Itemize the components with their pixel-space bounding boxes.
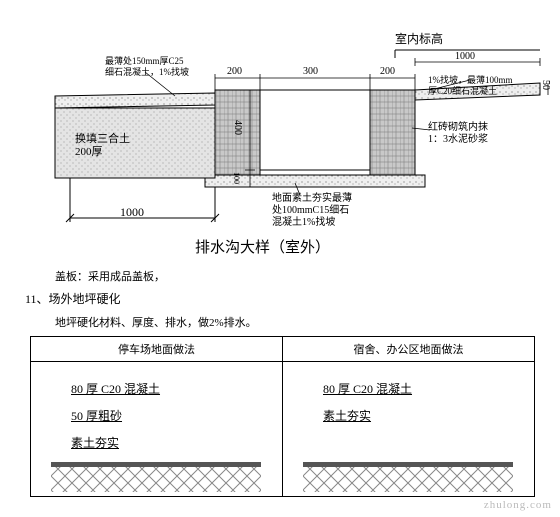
note-tl: 最薄处150mm厚C25 细石混凝土，1%找坡 bbox=[105, 56, 189, 78]
dim-right200: 200 bbox=[380, 66, 395, 77]
dim-h100: 100 bbox=[232, 172, 241, 184]
th-right: 宿舍、办公区地面做法 bbox=[283, 337, 535, 362]
hatch-right bbox=[303, 462, 513, 492]
indoor-level-label: 室内标高 bbox=[395, 32, 443, 46]
left-layer-3: 素土夯实 bbox=[71, 434, 274, 451]
note-rightbrick: 红砖砌筑内抹 1：3水泥砂浆 bbox=[428, 122, 488, 146]
harden-line: 地坪硬化材料、厚度、排水，做2%排水。 bbox=[55, 314, 257, 330]
dim-left1000: 1000 bbox=[120, 205, 144, 220]
dim-right50: 50 bbox=[540, 80, 551, 90]
note-leftfill: 换填三合土 200厚 bbox=[75, 133, 130, 159]
hatch-left bbox=[51, 462, 261, 492]
td-left: 80 厚 C20 混凝土 50 厚粗砂 素土夯实 bbox=[31, 362, 283, 497]
ground-method-table: 停车场地面做法 宿舍、办公区地面做法 80 厚 C20 混凝土 50 厚粗砂 素… bbox=[30, 336, 535, 497]
drawing-title: 排水沟大样（室外） bbox=[195, 236, 330, 257]
cover-plate-note: 盖板：采用成品盖板， bbox=[55, 268, 165, 284]
note-bottom: 地面素土夯实最薄 处100mmC15细石 混凝土1%找坡 bbox=[272, 193, 352, 229]
left-layer-2: 50 厚粗砂 bbox=[71, 407, 274, 424]
td-right: 80 厚 C20 混凝土 素土夯实 bbox=[283, 362, 535, 497]
left-layer-1: 80 厚 C20 混凝土 bbox=[71, 380, 274, 397]
right-layer-1: 80 厚 C20 混凝土 bbox=[323, 380, 526, 397]
dim-mid300: 300 bbox=[303, 66, 318, 77]
th-left: 停车场地面做法 bbox=[31, 337, 283, 362]
watermark: zhulong.com bbox=[484, 499, 552, 511]
dim-h400: 400 bbox=[232, 120, 243, 135]
heading-11: 11、场外地坪硬化 bbox=[25, 290, 121, 307]
dim-left200: 200 bbox=[227, 66, 242, 77]
dim-right1000: 1000 bbox=[455, 51, 475, 62]
right-layer-2: 素土夯实 bbox=[323, 407, 526, 424]
note-tr: 1%找坡，最薄100mm 厚C20细石混凝土 bbox=[428, 75, 513, 97]
